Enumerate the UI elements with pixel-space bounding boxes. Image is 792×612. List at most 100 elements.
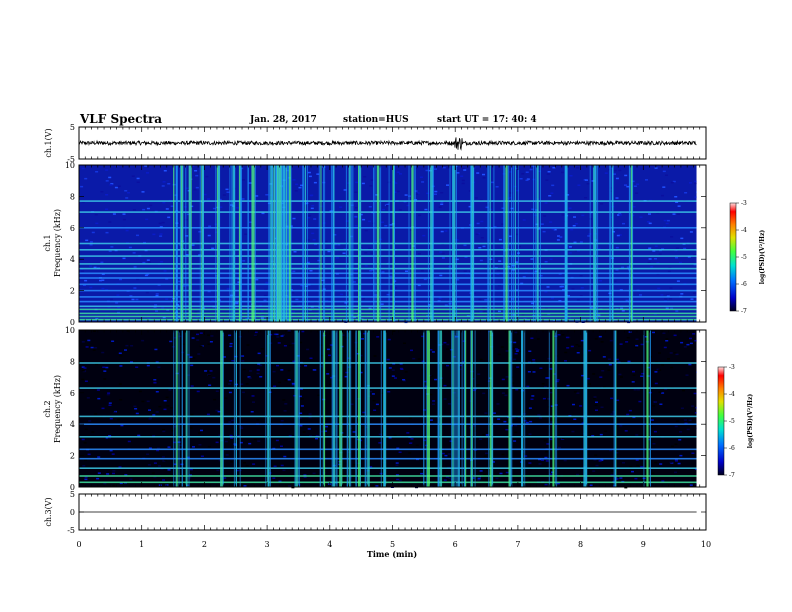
spectrogram-cell [645,179,648,181]
spectrogram-burst [178,330,180,487]
spectrogram-cell [535,209,538,211]
spectrogram-burst [323,330,326,487]
spectrogram-cell [82,465,86,467]
spectrogram-cell [441,252,445,255]
spectrogram-cell [217,410,221,413]
spectrogram-cell [549,473,553,475]
spectrogram-cell [300,184,303,187]
spectrogram-cell [515,167,518,170]
spectrogram-empty [696,330,706,487]
spectrogram-cell [662,186,666,188]
spectrogram-cell [284,403,288,405]
spectrogram-cell [532,359,536,361]
spectrogram-cell [549,438,553,441]
spectrogram-cell [194,311,198,313]
spectrogram-burst [323,165,324,322]
spectrogram-cell [156,449,160,452]
spectrogram-cell [429,349,433,351]
spectrogram-cell [243,485,247,487]
spectrogram-cell [235,207,239,209]
spectrogram-cell [186,456,190,459]
spectrogram-cell [306,348,310,351]
spectrogram-cell [146,172,149,174]
spectrogram-cell [652,250,656,252]
spectrogram-cell [81,482,84,485]
spectrogram-cell [694,412,698,414]
spectrogram-cell [551,297,554,299]
spectrogram-cell [275,333,279,336]
spectrogram-cell [188,477,192,479]
spectrogram-cell [149,417,152,419]
spectrogram-cell [206,413,210,416]
spectrogram-cell [691,452,695,454]
spectrogram-cell [354,191,358,193]
spectrogram-cell [693,392,697,395]
spectrogram-cell [136,181,140,183]
spectrogram-burst [320,165,322,322]
spectrogram-cell [244,233,248,235]
spectrogram-cell [265,194,269,196]
spectrogram-cell [628,409,632,412]
spectrogram-cell [654,167,658,169]
spectrogram-burst [334,330,336,487]
spectrogram-cell [158,405,162,408]
spectrogram-cell [685,374,689,376]
spectrogram-cell [198,254,202,256]
spectrogram-cell [545,450,549,453]
ch1-ytick-label: -5 [67,155,75,164]
spectrogram-cell [337,243,341,246]
spectrogram-cell [212,207,216,210]
spectrogram-cell [231,360,235,362]
spectrogram-cell [538,170,542,173]
spectrogram-cell [454,336,458,338]
spectrogram-cell [167,469,171,471]
spectrogram-cell [165,396,169,399]
spectrogram-cell [662,332,666,334]
spectrogram-cell [300,388,303,390]
spectrogram-cell [163,400,167,402]
spectrogram-cell [382,208,385,211]
spectrogram-cell [631,470,634,473]
spectrogram-cell [620,307,624,310]
spectrogram-cell [127,192,130,194]
spectrogram-cell [287,379,291,381]
spectrogram-cell [626,266,630,268]
spectrogram-cell [661,194,664,197]
spectrogram-cell [688,419,692,422]
spectrogram-cell [434,168,437,170]
spectrogram-burst [276,165,280,322]
spectrogram-cell [320,430,324,433]
spectrogram-cell [207,370,211,373]
spectrogram-cell [505,471,509,474]
spectrogram-cell [638,400,642,403]
spectrogram-cell [361,338,364,340]
spectrogram-cell [134,408,138,410]
spectrogram-cell [153,476,157,478]
spectrogram-cell [222,356,226,358]
spectrogram-cell [521,173,525,175]
spectrogram-cell [613,280,617,282]
spectrogram-cell [566,347,570,349]
spectrogram-cell [292,447,295,449]
spectrogram-cell [515,350,519,352]
spectrogram-cell [105,169,109,171]
spectrogram-cell [683,247,687,250]
spectrogram-cell [591,435,595,437]
spectrogram-cell [105,231,109,234]
spectrogram-cell [395,464,399,466]
spectrogram-cell [621,266,625,269]
spectrogram-cell [570,228,574,231]
spectrogram-cell [441,257,445,259]
spectrogram-cell [406,432,410,434]
spectrogram-burst [346,330,348,487]
spectrogram-cell [694,468,698,470]
spectrogram-cell [311,232,315,235]
spectrogram-cell [329,426,333,428]
colorbar-tick-label: -6 [729,445,735,452]
spectrogram-cell [414,167,418,170]
spectrogram-cell [464,256,468,258]
spectrogram-cell [576,392,580,394]
spectrogram-cell [222,194,226,196]
spectrogram-cell [538,314,542,317]
spectrogram-cell [333,234,337,236]
